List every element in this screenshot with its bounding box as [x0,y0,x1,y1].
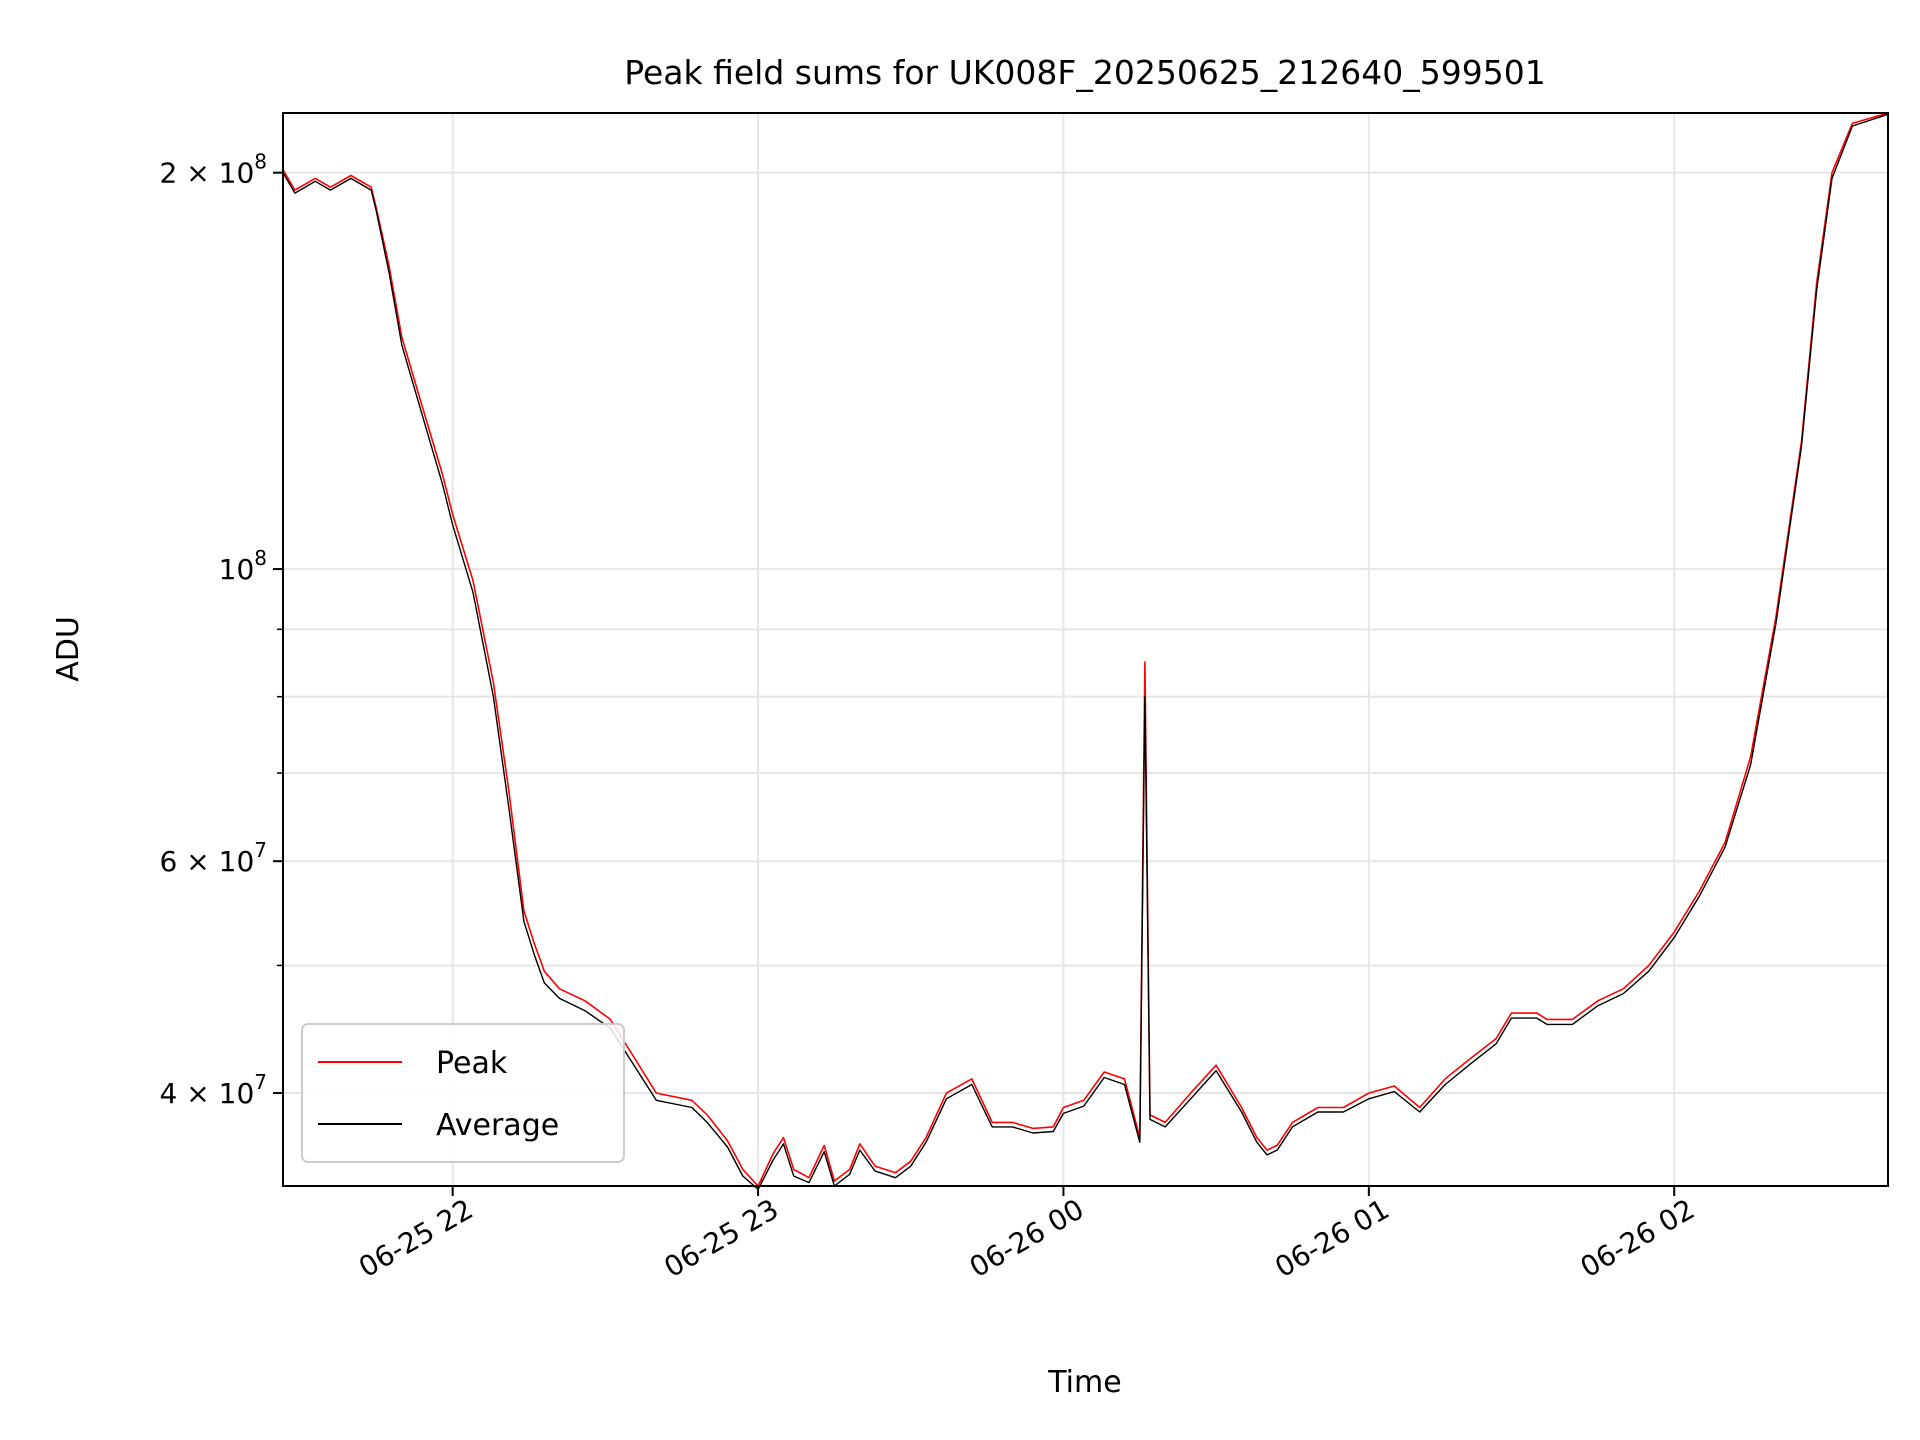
y-tick-label: 4 × 107 [160,1070,267,1110]
y-tick-base: 10 [219,553,255,586]
y-tick-label: 6 × 107 [160,838,267,878]
y-tick-exponent: 7 [254,838,267,862]
y-tick-base: 2 × 10 [160,157,255,190]
y-tick-exponent: 8 [254,546,267,570]
y-tick-label: 108 [219,546,267,586]
y-tick-exponent: 7 [254,1070,267,1094]
y-tick-exponent: 8 [254,150,267,174]
legend-label-peak: Peak [436,1046,508,1081]
y-tick-base: 4 × 10 [160,1077,255,1110]
series-line-average [282,113,1889,1191]
y-tick-base: 6 × 10 [160,845,255,878]
x-axis-label: Time [1047,1365,1121,1400]
legend-label-average: Average [436,1108,559,1143]
legend: Peak Average [301,1023,625,1163]
series-line-peak [282,112,1889,1187]
y-tick-label: 2 × 108 [160,150,267,190]
legend-box [301,1023,625,1163]
series-lines [282,112,1889,1191]
grid-lines [283,113,1888,1186]
chart-title: Peak field sums for UK008F_20250625_2126… [624,53,1546,92]
plot-area-frame [282,112,1889,1187]
y-axis-label: ADU [51,616,86,682]
